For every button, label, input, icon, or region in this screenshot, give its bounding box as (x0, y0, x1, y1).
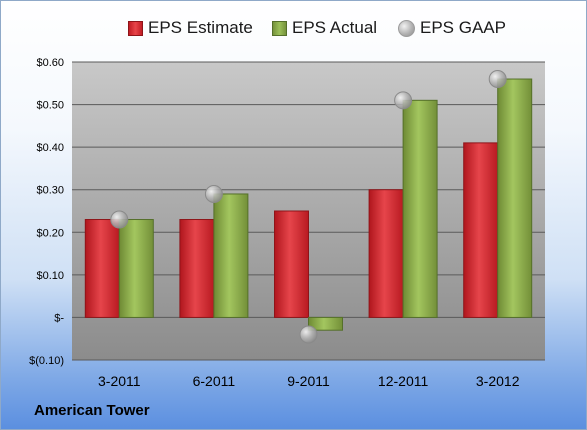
eps-actual-bar (118, 219, 154, 318)
eps-actual-bar (308, 316, 343, 331)
y-tick-label: $- (54, 312, 64, 324)
eps-estimate-bar (463, 142, 499, 318)
x-category-label: 3-2011 (98, 373, 141, 389)
eps-gaap-marker (299, 325, 318, 344)
eps-estimate-bar (368, 189, 404, 318)
chart-legend: EPS Estimate EPS Actual EPS GAAP (0, 14, 587, 42)
eps-estimate-bar (274, 210, 309, 318)
y-tick-label: $(0.10) (29, 355, 64, 367)
x-category-label: 12-2011 (378, 373, 429, 389)
legend-item-eps-actual: EPS Actual (272, 14, 377, 42)
x-category-label: 6-2011 (193, 373, 236, 389)
eps-actual-bar (402, 99, 438, 318)
legend-swatch-eps-gaap (398, 19, 415, 37)
y-tick-label: $0.30 (36, 185, 64, 197)
y-tick-label: $0.20 (36, 227, 64, 239)
x-category-label: 3-2012 (476, 373, 520, 389)
x-category-label: 9-2011 (287, 373, 330, 389)
eps-actual-bar (497, 78, 533, 318)
eps-estimate-bar (84, 219, 120, 318)
legend-label-eps-estimate: EPS Estimate (148, 18, 253, 37)
legend-item-eps-estimate: EPS Estimate (128, 14, 253, 42)
legend-label-eps-gaap: EPS GAAP (420, 18, 506, 37)
legend-item-eps-gaap: EPS GAAP (398, 14, 506, 42)
y-tick-label: $0.40 (36, 142, 64, 154)
eps-estimate-bar (179, 219, 215, 318)
eps-actual-bar (213, 193, 249, 318)
legend-swatch-eps-actual (272, 20, 287, 36)
y-tick-label: $0.60 (36, 57, 64, 69)
legend-label-eps-actual: EPS Actual (292, 18, 378, 37)
eps-gaap-marker (394, 91, 413, 110)
legend-swatch-eps-estimate (128, 20, 143, 36)
y-tick-label: $0.10 (36, 270, 64, 282)
eps-gaap-marker (488, 70, 507, 89)
eps-gaap-marker (110, 210, 129, 229)
y-tick-label: $0.50 (36, 100, 64, 112)
company-name: American Tower (34, 402, 150, 419)
eps-gaap-marker (204, 184, 223, 203)
